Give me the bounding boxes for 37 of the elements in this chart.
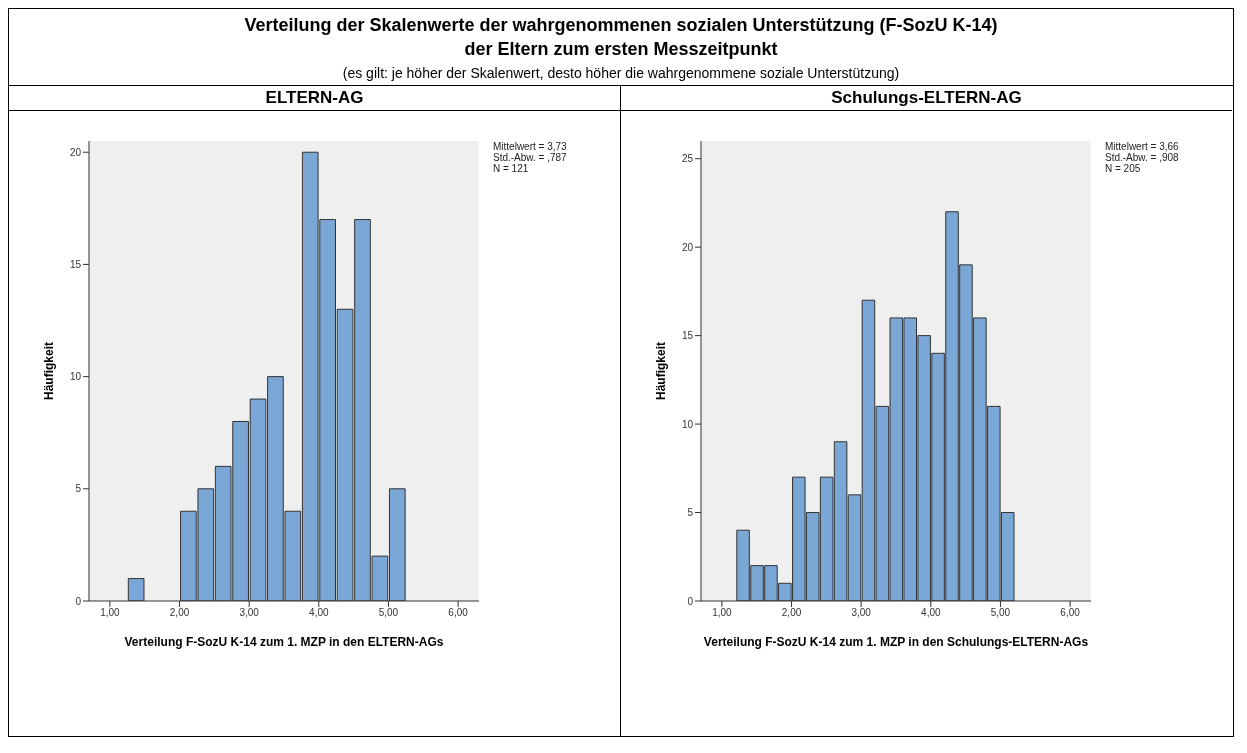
x-tick-label: 1,00 xyxy=(100,607,121,619)
text: Verteilung der Skalenwerte der wahrgenommenen sozialen Unterstützung (F-SozU K-14) der Eltern zum ersten Messzeitpunkt xyxy=(243,14,999,61)
text: Mittelwert = 3,66 xyxy=(1105,141,1179,152)
x-axis-title: Verteilung F-SozU K-14 zum 1. MZP in den ELTERN-AGs xyxy=(123,635,445,649)
text: Std.-Abw. = ,908 xyxy=(1105,152,1179,163)
y-tick-label: 15 xyxy=(69,258,82,270)
x-tick-label: 1,00 xyxy=(712,607,733,619)
x-tick-label: 2,00 xyxy=(169,607,190,619)
x-tick-label: 3,00 xyxy=(851,607,872,619)
x-tick-label: 4,00 xyxy=(921,607,941,619)
x-tick-label: 4,00 xyxy=(309,607,329,619)
text: Mittelwert = 3,73 xyxy=(493,141,567,152)
x-tick-label: 5,00 xyxy=(378,607,399,619)
y-tick-label: 5 xyxy=(687,507,694,519)
chart-title: Schulungs-ELTERN-AG xyxy=(621,86,1232,111)
y-tick-label: 0 xyxy=(687,595,694,607)
y-tick-label: 20 xyxy=(69,146,82,158)
y-tick-label: 10 xyxy=(69,371,82,383)
y-tick-label: 10 xyxy=(681,418,694,430)
y-tick-label: 15 xyxy=(681,330,694,342)
x-axis-title: Verteilung F-SozU K-14 zum 1. MZP in den Schulungs-ELTERN-AGs xyxy=(702,635,1090,649)
y-tick-label: 5 xyxy=(75,483,82,495)
text: N = 121 xyxy=(493,163,530,174)
x-tick-label: 6,00 xyxy=(448,607,469,619)
y-tick-label: 0 xyxy=(75,595,82,607)
x-tick-label: 5,00 xyxy=(990,607,1011,619)
text: N = 205 xyxy=(1105,163,1142,174)
text: (es gilt: je höher der Skalenwert, desto höher die wahrgenommene soziale Unterstützung) xyxy=(341,65,901,81)
x-tick-label: 2,00 xyxy=(781,607,802,619)
y-axis-title: Häufigkeit xyxy=(654,341,669,401)
x-tick-label: 6,00 xyxy=(1060,607,1081,619)
y-tick-label: 20 xyxy=(681,241,694,253)
chart-title: ELTERN-AG xyxy=(9,86,620,111)
y-axis-title: Häufigkeit xyxy=(42,341,57,401)
x-tick-label: 3,00 xyxy=(239,607,260,619)
text: Std.-Abw. = ,787 xyxy=(493,152,567,163)
y-tick-label: 25 xyxy=(681,153,694,165)
